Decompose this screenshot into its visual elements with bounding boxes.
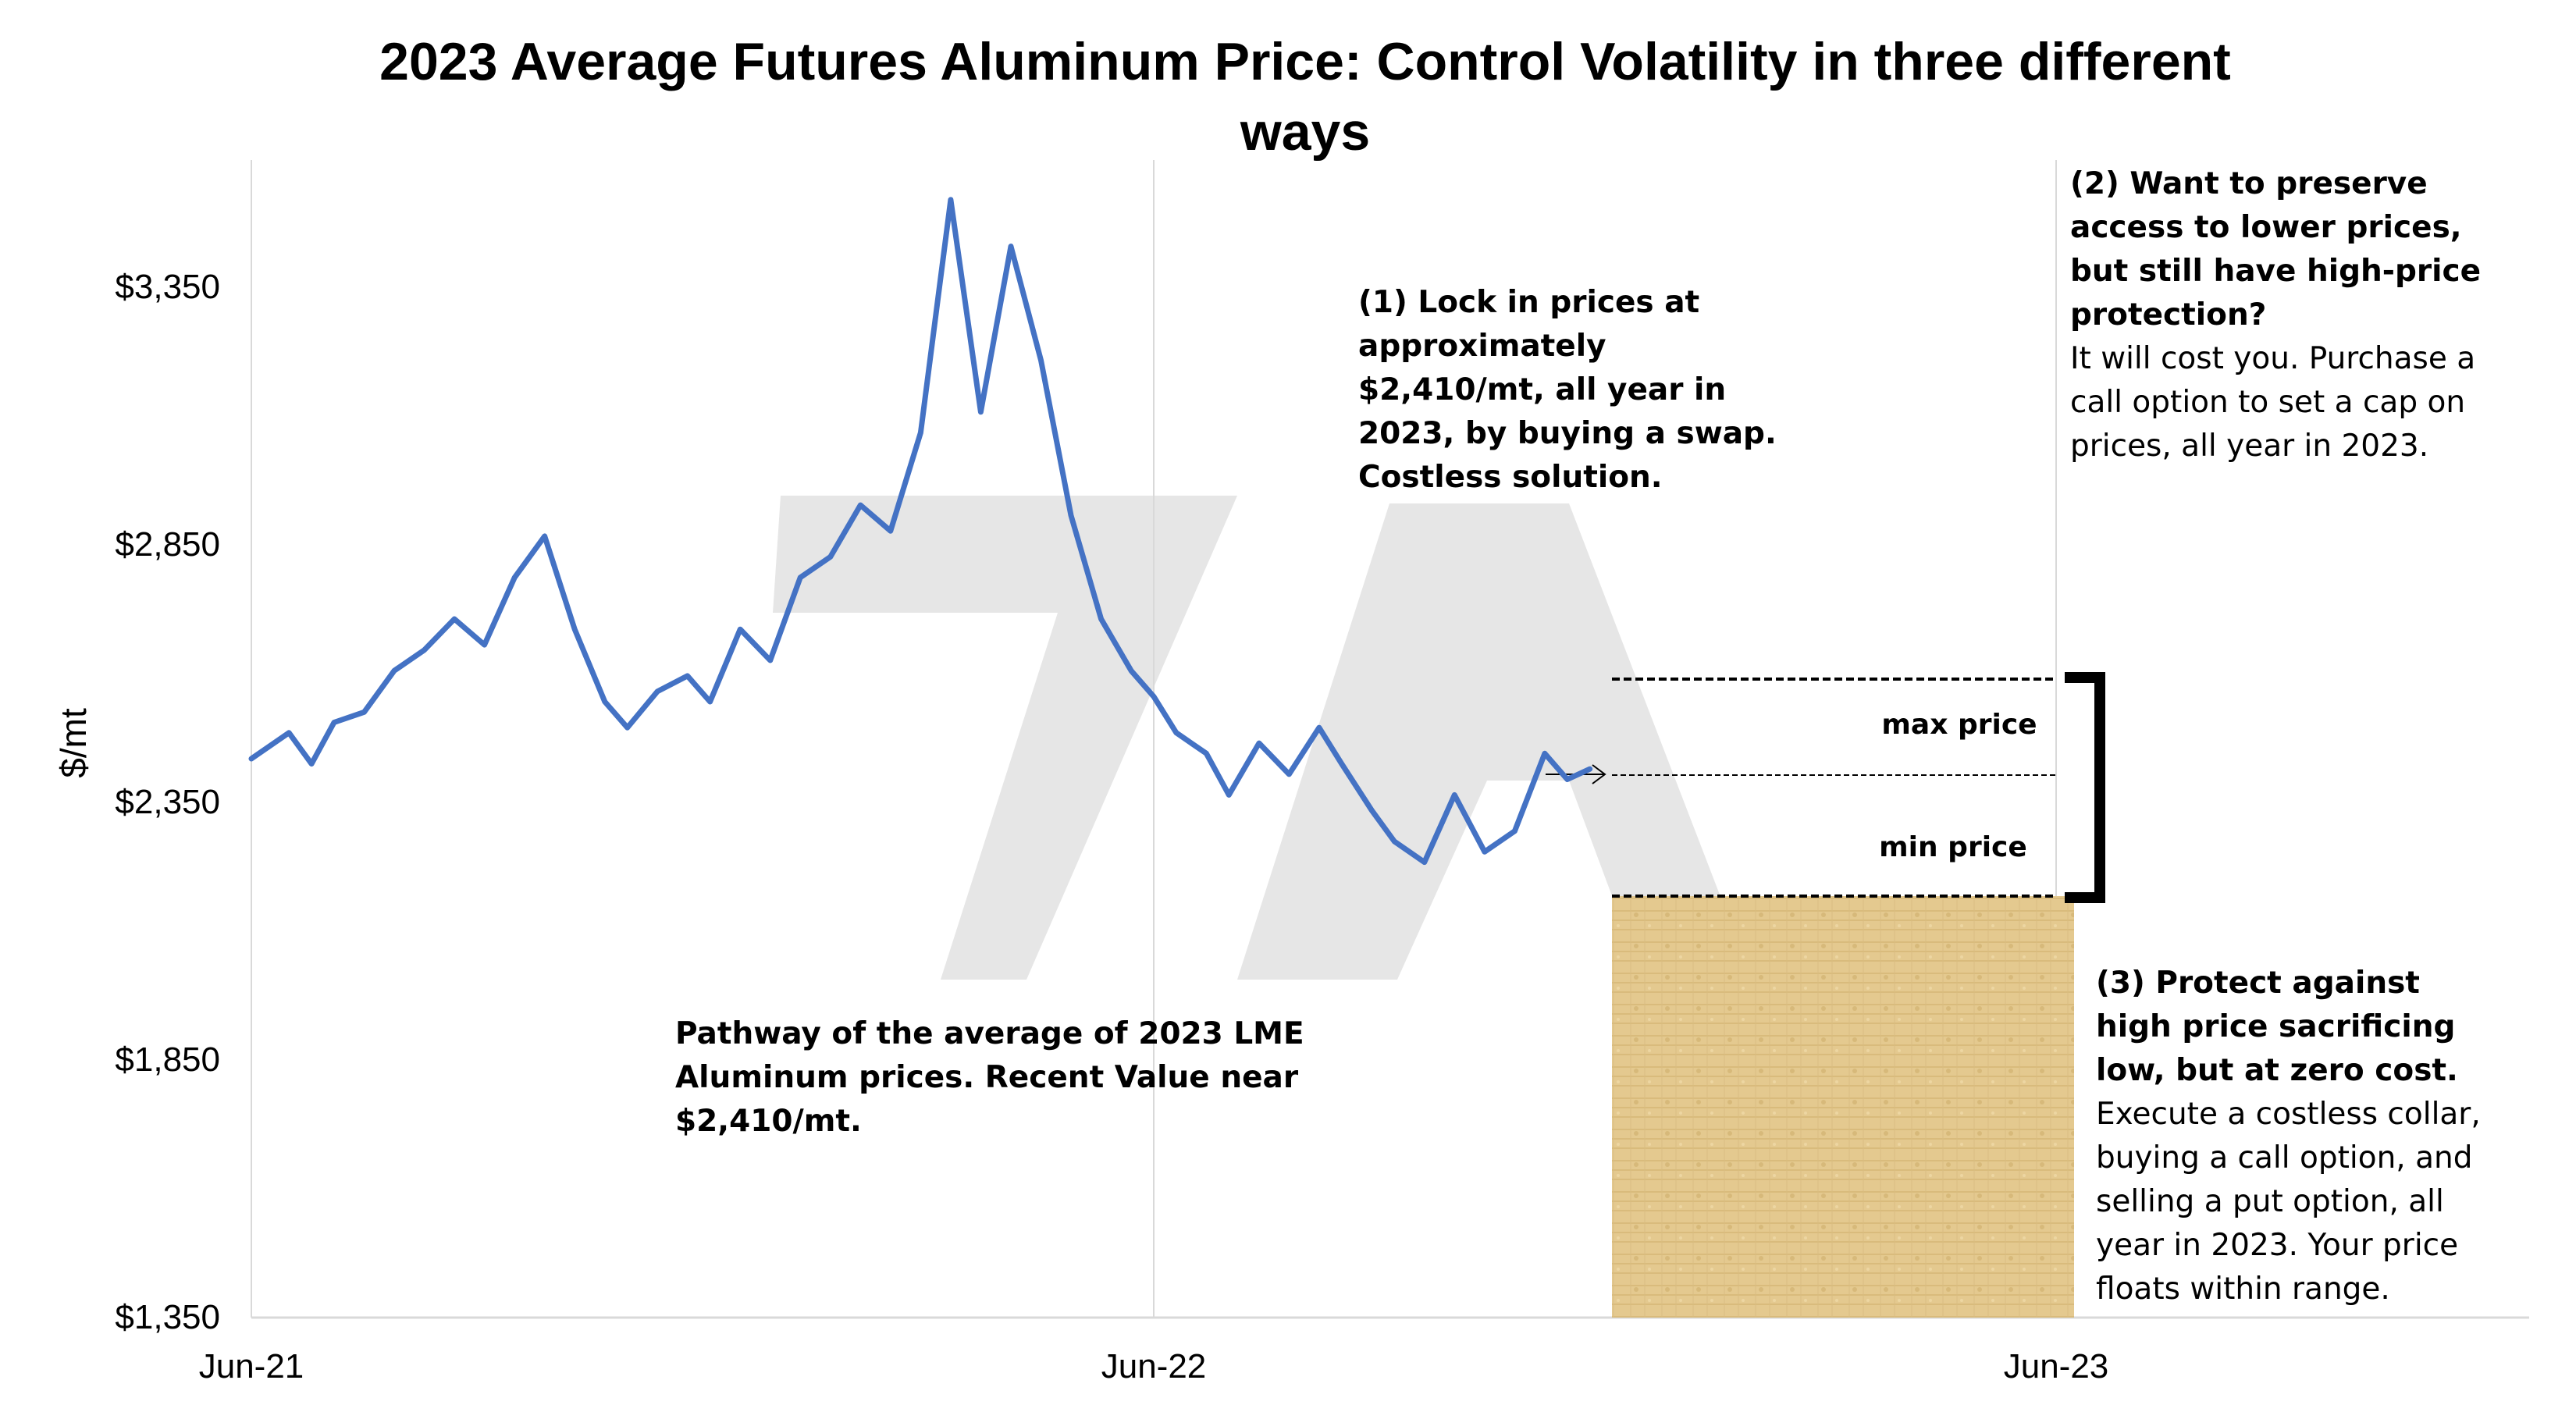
y-axis-ticks: $1,350 $1,850 $2,350 $2,850 $3,350	[115, 268, 220, 1336]
chart-title-line-1: 2023 Average Futures Aluminum Price: Con…	[379, 32, 2231, 91]
call-option-body: It will cost you. Purchase a call option…	[2070, 341, 2476, 464]
y-tick-label: $3,350	[115, 268, 220, 306]
y-tick-label: $1,850	[115, 1040, 220, 1079]
y-axis-label: $/mt	[53, 708, 94, 778]
x-axis-ticks: Jun-21 Jun-22 Jun-23	[199, 1347, 2109, 1385]
price-line	[248, 197, 1593, 866]
collar-range-box	[1612, 896, 2074, 1318]
chart-title-line-2: ways	[1240, 102, 1370, 162]
swap-annotation-text: (1) Lock in prices at approximately $2,4…	[1358, 285, 1777, 495]
y-tick-label: $1,350	[115, 1298, 220, 1336]
y-tick-label: $2,850	[115, 525, 220, 564]
x-tick-label: Jun-22	[1101, 1347, 1207, 1385]
min-price-label: min price	[1879, 831, 2027, 863]
collar-markers	[1546, 672, 2105, 903]
watermark-logo	[773, 496, 1752, 980]
collar-body: Execute a costless collar, buying a call…	[2096, 1097, 2481, 1307]
y-tick-label: $2,350	[115, 783, 220, 821]
x-tick-label: Jun-21	[199, 1347, 304, 1385]
call-option-heading: (2) Want to preserve access to lower pri…	[2070, 166, 2482, 333]
call-option-annotation: (2) Want to preserve access to lower pri…	[2070, 162, 2507, 468]
range-bracket	[2065, 672, 2105, 903]
collar-heading: (3) Protect against high price sacrifici…	[2096, 966, 2458, 1088]
max-price-label: max price	[1881, 709, 2037, 741]
collar-annotation: (3) Protect against high price sacrifici…	[2096, 962, 2486, 1311]
arrow-head	[1592, 764, 1606, 784]
price-series	[248, 197, 1593, 866]
x-tick-label: Jun-23	[2004, 1347, 2109, 1385]
pathway-annotation-text: Pathway of the average of 2023 LME Alumi…	[675, 1016, 1304, 1139]
pathway-annotation: Pathway of the average of 2023 LME Alumi…	[675, 1012, 1456, 1144]
swap-annotation: (1) Lock in prices at approximately $2,4…	[1358, 281, 1795, 500]
